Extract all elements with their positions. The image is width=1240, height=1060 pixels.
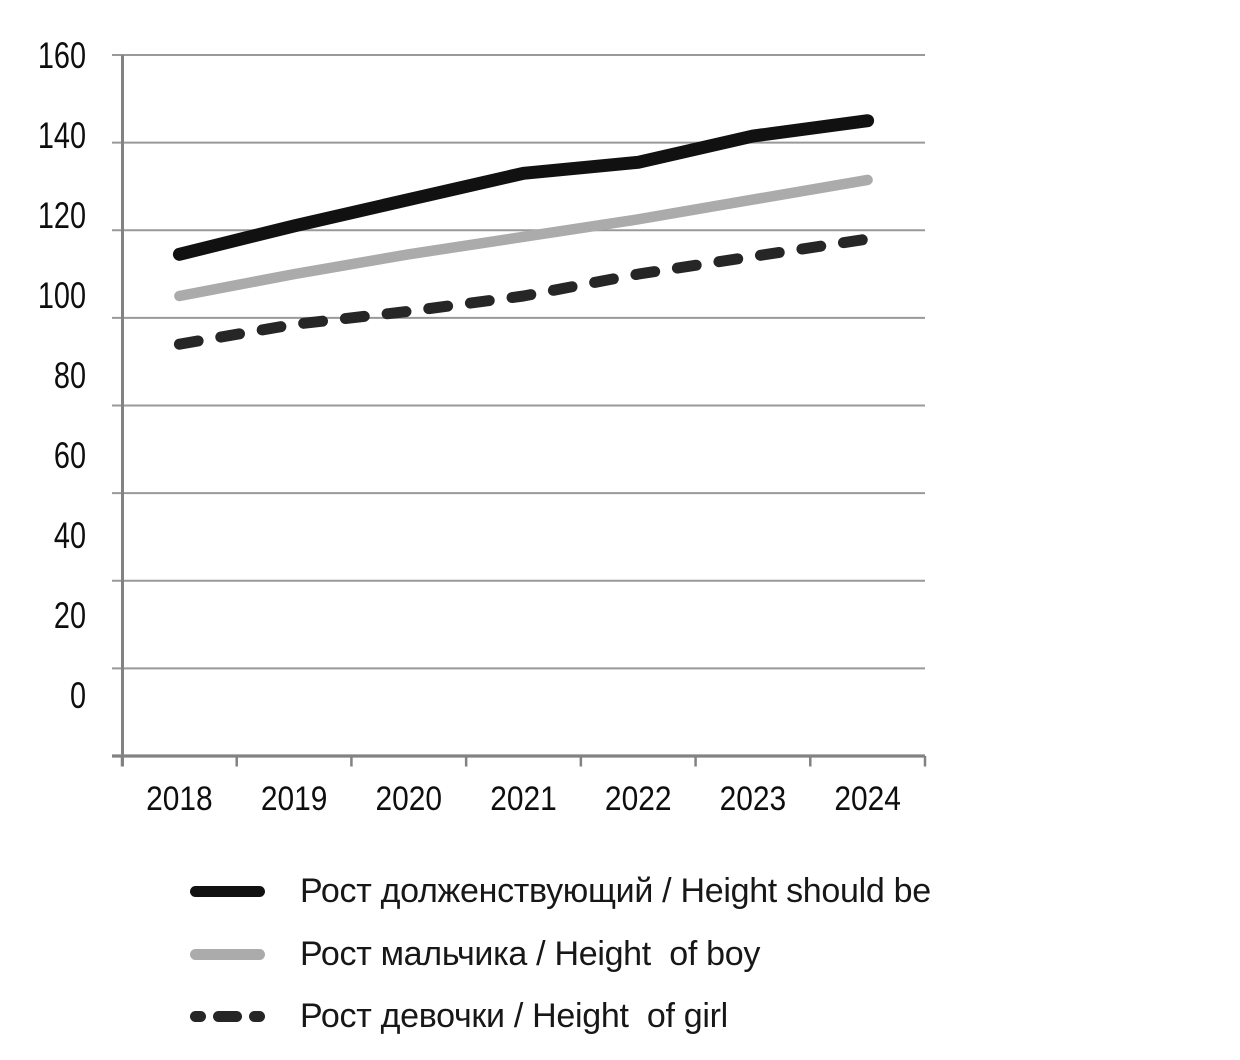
series-line-1 xyxy=(174,174,873,302)
y-axis-label-140: 140 xyxy=(38,116,86,157)
y-axis-label-120: 120 xyxy=(38,196,86,237)
y-axis-label-40: 40 xyxy=(54,516,86,557)
x-axis-label-2020: 2020 xyxy=(376,779,443,817)
y-axis-label-60: 60 xyxy=(54,436,86,477)
y-axis-label-80: 80 xyxy=(54,356,86,397)
x-axis-label-2024: 2024 xyxy=(834,779,901,817)
series-line-2 xyxy=(173,233,874,350)
series-line-0 xyxy=(172,114,875,261)
x-axis-label-2019: 2019 xyxy=(261,779,328,817)
y-axis-label-160: 160 xyxy=(38,36,86,77)
y-axis-label-100: 100 xyxy=(38,276,86,317)
y-axis-label-20: 20 xyxy=(54,596,86,637)
y-axis-label-0: 0 xyxy=(70,676,86,717)
x-axis-label-2023: 2023 xyxy=(720,779,787,817)
x-axis-label-2022: 2022 xyxy=(605,779,672,817)
x-axis-label-2021: 2021 xyxy=(490,779,557,817)
x-axis-label-2018: 2018 xyxy=(146,779,213,817)
